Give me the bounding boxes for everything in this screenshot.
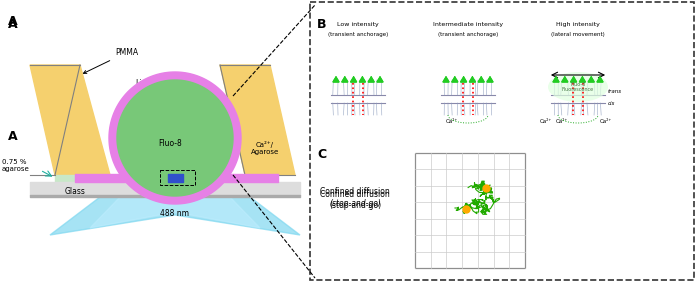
Text: B: B [317, 18, 327, 31]
Text: Ca²⁺: Ca²⁺ [540, 119, 552, 124]
Polygon shape [487, 77, 493, 82]
Ellipse shape [548, 72, 608, 102]
Polygon shape [478, 77, 484, 82]
Text: 488 nm: 488 nm [161, 208, 189, 217]
Polygon shape [109, 72, 241, 204]
Polygon shape [553, 77, 559, 82]
Polygon shape [579, 77, 586, 82]
Text: High intensity: High intensity [556, 22, 600, 27]
Text: (stop-and-go): (stop-and-go) [329, 199, 381, 208]
Polygon shape [588, 77, 594, 82]
Polygon shape [452, 77, 458, 82]
Polygon shape [369, 77, 374, 82]
Bar [415, 153, 525, 268]
Polygon shape [117, 80, 233, 196]
Text: Glass: Glass [64, 188, 85, 197]
Polygon shape [461, 77, 466, 82]
Polygon shape [333, 77, 339, 82]
Polygon shape [443, 77, 449, 82]
Text: (transient anchorage): (transient anchorage) [438, 32, 498, 37]
Text: Ca²⁺: Ca²⁺ [600, 119, 612, 124]
Polygon shape [377, 77, 383, 82]
Text: trans: trans [608, 89, 622, 94]
Text: C: C [317, 148, 326, 161]
Polygon shape [562, 77, 567, 82]
Text: PMMA: PMMA [84, 48, 138, 73]
Polygon shape [359, 77, 365, 82]
Text: Ca²⁺: Ca²⁺ [556, 119, 568, 124]
Text: Confined diffusion
(stop-and-go): Confined diffusion (stop-and-go) [320, 190, 390, 210]
Text: Low intensity: Low intensity [337, 22, 379, 27]
Point [481, 185, 492, 190]
Text: Intermediate intensity: Intermediate intensity [433, 22, 503, 27]
Text: A: A [8, 15, 17, 28]
Text: 0.75 %
agarose: 0.75 % agarose [2, 158, 30, 171]
Point [461, 207, 472, 211]
Text: Fluo-8
Fluorescence: Fluo-8 Fluorescence [562, 81, 594, 92]
Polygon shape [342, 77, 348, 82]
Text: Lipid/oil: Lipid/oil [135, 78, 165, 87]
Text: (lateral movement): (lateral movement) [551, 32, 605, 37]
Polygon shape [597, 77, 603, 82]
Text: Ca²⁺/
Agarose: Ca²⁺/ Agarose [251, 141, 279, 155]
Polygon shape [220, 65, 295, 175]
Text: cis: cis [608, 101, 616, 106]
Text: Fluo-8: Fluo-8 [158, 138, 182, 147]
Polygon shape [570, 77, 577, 82]
Text: A: A [8, 130, 17, 143]
Polygon shape [350, 77, 357, 82]
Text: Ca²⁺: Ca²⁺ [446, 119, 459, 124]
Polygon shape [50, 197, 300, 235]
Text: (transient anchorage): (transient anchorage) [328, 32, 388, 37]
Polygon shape [90, 197, 260, 228]
Polygon shape [30, 65, 110, 175]
Polygon shape [469, 77, 475, 82]
Text: A: A [8, 18, 17, 31]
Text: Confined diffusion: Confined diffusion [320, 188, 390, 197]
